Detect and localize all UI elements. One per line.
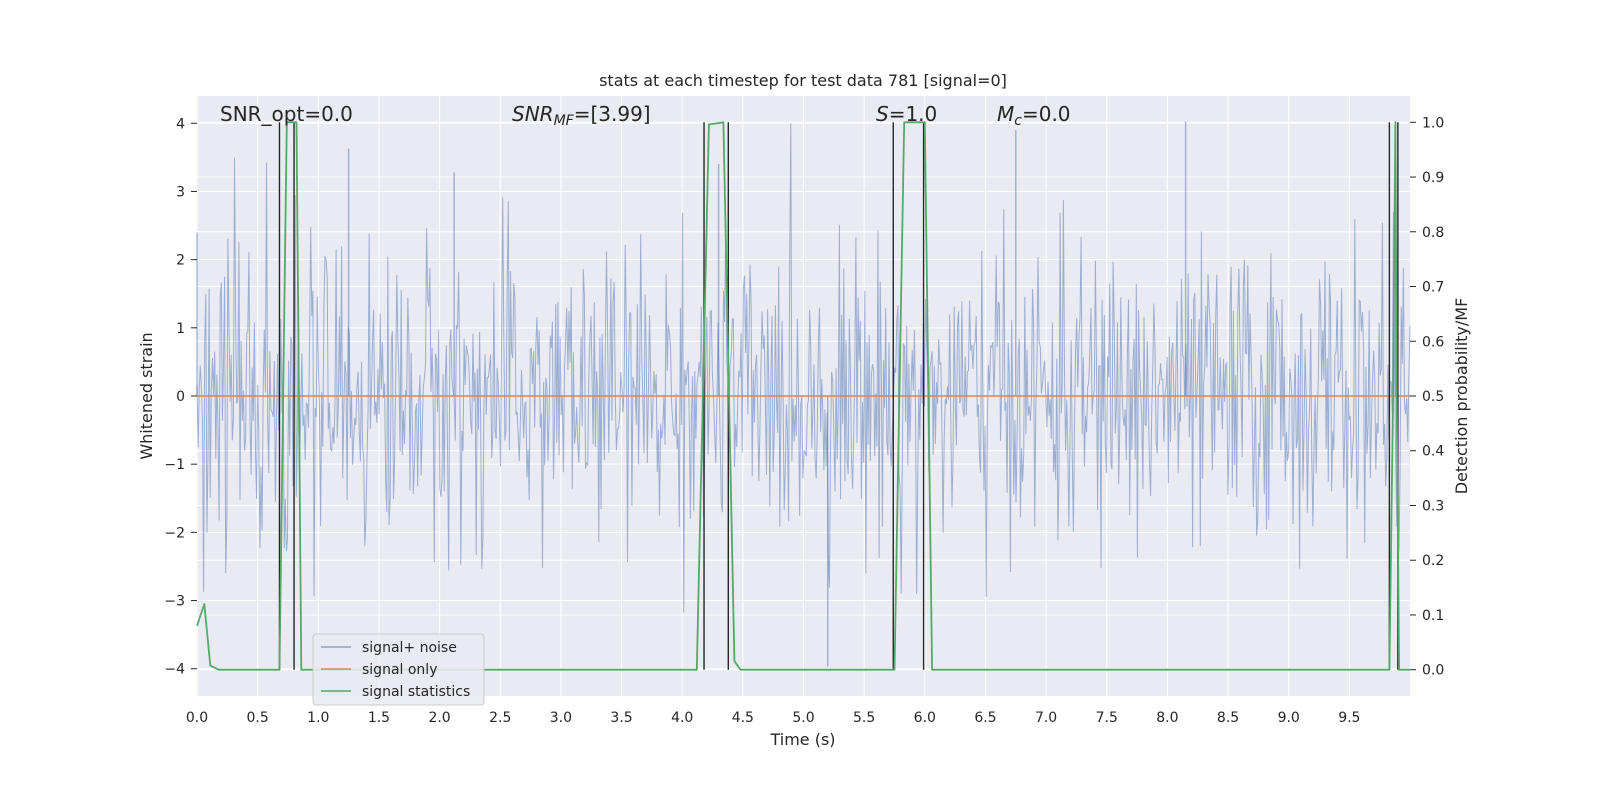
- x-tick-label: 7.5: [1096, 710, 1118, 726]
- y-tick-label: −4: [164, 662, 185, 678]
- signal-statistics-series: [196, 121, 1410, 671]
- signal-statistics-line: [196, 121, 1410, 671]
- y-right-tick-label: 0.6: [1422, 334, 1444, 350]
- snr-mf-value: =[3.99]: [574, 102, 651, 126]
- mc-annotation: Mc=0.0: [997, 102, 1071, 129]
- x-axis-label: Time (s): [769, 730, 835, 749]
- y-tick-label: 3: [176, 184, 185, 200]
- chart-title: stats at each timestep for test data 781…: [599, 71, 1007, 90]
- mc-subscript: c: [1014, 113, 1022, 129]
- x-tick-label: 5.5: [853, 710, 875, 726]
- y-right-tick-label: 0.2: [1422, 553, 1444, 569]
- y-tick-label: −2: [164, 525, 185, 541]
- x-tick-label: 9.5: [1338, 710, 1360, 726]
- y-tick-label: 0: [176, 389, 185, 405]
- y-right-tick-label: 0.4: [1422, 444, 1444, 460]
- y-right-tick-label: 0.3: [1422, 498, 1444, 514]
- x-tick-label: 9.0: [1278, 710, 1300, 726]
- y-right-tick-label: 0.5: [1422, 389, 1444, 405]
- y-right-tick-label: 0.8: [1422, 225, 1444, 241]
- y-tick-label: 1: [176, 321, 185, 337]
- x-tick-label: 7.0: [1035, 710, 1057, 726]
- x-tick-label: 4.0: [671, 710, 693, 726]
- snr-mf-annotation: SNRMF=[3.99]: [512, 102, 651, 129]
- x-tick-label: 8.5: [1217, 710, 1239, 726]
- x-tick-label: 0.5: [247, 710, 269, 726]
- x-tick-label: 6.0: [914, 710, 936, 726]
- x-tick-label: 1.0: [307, 710, 329, 726]
- y-right-tick-label: 1.0: [1422, 115, 1444, 131]
- y-right-tick-label: 0.9: [1422, 170, 1444, 186]
- mc-symbol: M: [997, 102, 1014, 126]
- signal-noise-line: [196, 123, 1411, 613]
- x-tick-label: 2.5: [489, 710, 511, 726]
- s-annotation: S=1.0: [876, 102, 937, 126]
- y-tick-label: −3: [164, 594, 185, 610]
- legend-box: [312, 633, 485, 706]
- s-value: =1.0: [889, 102, 938, 126]
- x-tick-label: 6.5: [974, 710, 996, 726]
- y-axis-label: Whitened strain: [137, 332, 156, 459]
- x-tick-label: 3.5: [610, 710, 632, 726]
- legend-label-signal-only: signal only: [362, 662, 437, 678]
- y-right-tick-label: 0.7: [1422, 280, 1444, 296]
- snr-opt-annotation: SNR_opt=0.0: [220, 102, 353, 126]
- x-tick-label: 3.0: [550, 710, 572, 726]
- legend-label-signal-statistics: signal statistics: [362, 684, 470, 700]
- x-tick-label: 8.0: [1156, 710, 1178, 726]
- x-tick-label: 0.0: [186, 710, 208, 726]
- x-tick-label: 4.5: [732, 710, 754, 726]
- legend: signal+ noise signal only signal statist…: [312, 633, 485, 706]
- snr-mf-subscript: MF: [554, 113, 575, 129]
- x-tick-label: 2.0: [428, 710, 450, 726]
- ticks: 0.0 0.5 1.0 1.5 2.0 2.5 3.0 3.5 4.0 4.5 5.0 5.5 6.0 6…: [164, 115, 1444, 726]
- y-right-tick-label: 0.0: [1422, 663, 1444, 679]
- x-tick-label: 1.5: [368, 710, 390, 726]
- s-symbol: S: [876, 102, 889, 126]
- y-right-tick-label: 0.1: [1422, 608, 1444, 624]
- snr-mf-symbol: SNR: [512, 102, 554, 126]
- mc-value: =0.0: [1022, 102, 1071, 126]
- legend-label-signal-noise: signal+ noise: [362, 640, 457, 656]
- x-tick-label: 5.0: [792, 710, 814, 726]
- y-axis-right-label: Detection probability/MF: [1452, 298, 1471, 495]
- y-tick-label: 2: [176, 253, 185, 269]
- y-tick-label: 4: [176, 116, 185, 132]
- y-tick-label: −1: [164, 457, 185, 473]
